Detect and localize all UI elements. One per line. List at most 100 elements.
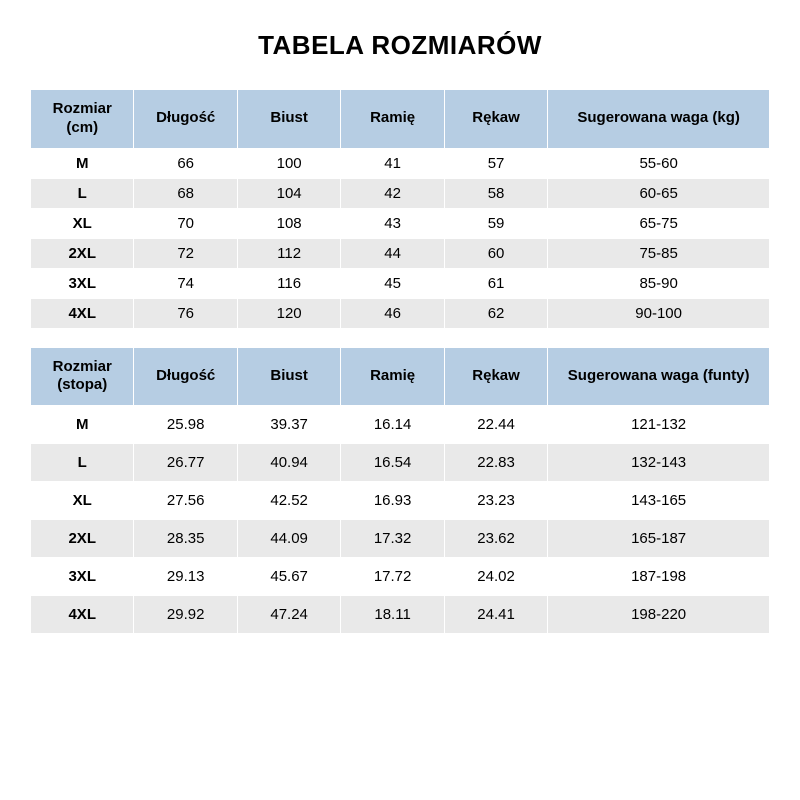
cell: 198-220 xyxy=(548,596,770,634)
cell: 55-60 xyxy=(548,148,770,178)
cell: 47.24 xyxy=(237,596,340,634)
cell: 25.98 xyxy=(134,406,237,444)
cell: 45 xyxy=(341,268,444,298)
cell: 29.13 xyxy=(134,558,237,596)
table-header-row: Rozmiar (cm) Długość Biust Ramię Rękaw S… xyxy=(31,90,770,149)
cell: 22.44 xyxy=(444,406,547,444)
cell: 44.09 xyxy=(237,520,340,558)
cell: 120 xyxy=(237,298,340,328)
cell: 41 xyxy=(341,148,444,178)
table-row: L 68 104 42 58 60-65 xyxy=(31,178,770,208)
col-header: Sugerowana waga (kg) xyxy=(548,90,770,149)
cell-size: XL xyxy=(31,482,134,520)
col-header: Sugerowana waga (funty) xyxy=(548,347,770,406)
cell-size: M xyxy=(31,148,134,178)
cell: 43 xyxy=(341,208,444,238)
cell: 165-187 xyxy=(548,520,770,558)
cell: 17.72 xyxy=(341,558,444,596)
cell: 58 xyxy=(444,178,547,208)
cell: 75-85 xyxy=(548,238,770,268)
cell: 59 xyxy=(444,208,547,238)
cell-size: 3XL xyxy=(31,268,134,298)
table-row: XL 70 108 43 59 65-75 xyxy=(31,208,770,238)
table-row: M 25.98 39.37 16.14 22.44 121-132 xyxy=(31,406,770,444)
cell: 57 xyxy=(444,148,547,178)
cell: 116 xyxy=(237,268,340,298)
page-title: TABELA ROZMIARÓW xyxy=(30,30,770,61)
table-row: 3XL 29.13 45.67 17.72 24.02 187-198 xyxy=(31,558,770,596)
cell: 39.37 xyxy=(237,406,340,444)
size-table-cm: Rozmiar (cm) Długość Biust Ramię Rękaw S… xyxy=(30,89,770,329)
cell: 42 xyxy=(341,178,444,208)
cell: 45.67 xyxy=(237,558,340,596)
table-row: M 66 100 41 57 55-60 xyxy=(31,148,770,178)
cell: 66 xyxy=(134,148,237,178)
cell-size: 2XL xyxy=(31,520,134,558)
cell: 65-75 xyxy=(548,208,770,238)
col-header: Długość xyxy=(134,347,237,406)
cell: 17.32 xyxy=(341,520,444,558)
size-table-ft: Rozmiar (stopa) Długość Biust Ramię Ręka… xyxy=(30,347,770,635)
cell: 44 xyxy=(341,238,444,268)
cell: 60-65 xyxy=(548,178,770,208)
cell: 29.92 xyxy=(134,596,237,634)
cell: 90-100 xyxy=(548,298,770,328)
table-row: XL 27.56 42.52 16.93 23.23 143-165 xyxy=(31,482,770,520)
cell: 42.52 xyxy=(237,482,340,520)
cell: 74 xyxy=(134,268,237,298)
cell: 27.56 xyxy=(134,482,237,520)
col-header: Rękaw xyxy=(444,90,547,149)
cell: 23.62 xyxy=(444,520,547,558)
cell: 60 xyxy=(444,238,547,268)
cell-size: 4XL xyxy=(31,298,134,328)
cell: 121-132 xyxy=(548,406,770,444)
cell: 108 xyxy=(237,208,340,238)
cell: 143-165 xyxy=(548,482,770,520)
col-header: Ramię xyxy=(341,90,444,149)
cell-size: L xyxy=(31,178,134,208)
col-header: Biust xyxy=(237,90,340,149)
cell-size: 3XL xyxy=(31,558,134,596)
cell: 68 xyxy=(134,178,237,208)
cell: 28.35 xyxy=(134,520,237,558)
cell-size: M xyxy=(31,406,134,444)
cell-size: 2XL xyxy=(31,238,134,268)
table-row: 4XL 76 120 46 62 90-100 xyxy=(31,298,770,328)
cell: 26.77 xyxy=(134,444,237,482)
table-row: 4XL 29.92 47.24 18.11 24.41 198-220 xyxy=(31,596,770,634)
col-header: Rozmiar (stopa) xyxy=(31,347,134,406)
cell: 72 xyxy=(134,238,237,268)
cell: 24.02 xyxy=(444,558,547,596)
cell: 16.14 xyxy=(341,406,444,444)
table-row: L 26.77 40.94 16.54 22.83 132-143 xyxy=(31,444,770,482)
cell: 61 xyxy=(444,268,547,298)
cell: 16.93 xyxy=(341,482,444,520)
cell: 85-90 xyxy=(548,268,770,298)
col-header: Długość xyxy=(134,90,237,149)
table-row: 2XL 72 112 44 60 75-85 xyxy=(31,238,770,268)
col-header: Rozmiar (cm) xyxy=(31,90,134,149)
cell: 112 xyxy=(237,238,340,268)
cell: 76 xyxy=(134,298,237,328)
table-header-row: Rozmiar (stopa) Długość Biust Ramię Ręka… xyxy=(31,347,770,406)
cell-size: 4XL xyxy=(31,596,134,634)
cell: 40.94 xyxy=(237,444,340,482)
cell: 22.83 xyxy=(444,444,547,482)
cell: 16.54 xyxy=(341,444,444,482)
cell: 23.23 xyxy=(444,482,547,520)
cell: 62 xyxy=(444,298,547,328)
table-row: 2XL 28.35 44.09 17.32 23.62 165-187 xyxy=(31,520,770,558)
cell: 132-143 xyxy=(548,444,770,482)
cell: 100 xyxy=(237,148,340,178)
cell: 18.11 xyxy=(341,596,444,634)
table-row: 3XL 74 116 45 61 85-90 xyxy=(31,268,770,298)
cell: 70 xyxy=(134,208,237,238)
col-header: Rękaw xyxy=(444,347,547,406)
cell: 104 xyxy=(237,178,340,208)
cell: 24.41 xyxy=(444,596,547,634)
cell: 46 xyxy=(341,298,444,328)
cell-size: L xyxy=(31,444,134,482)
col-header: Ramię xyxy=(341,347,444,406)
cell-size: XL xyxy=(31,208,134,238)
col-header: Biust xyxy=(237,347,340,406)
